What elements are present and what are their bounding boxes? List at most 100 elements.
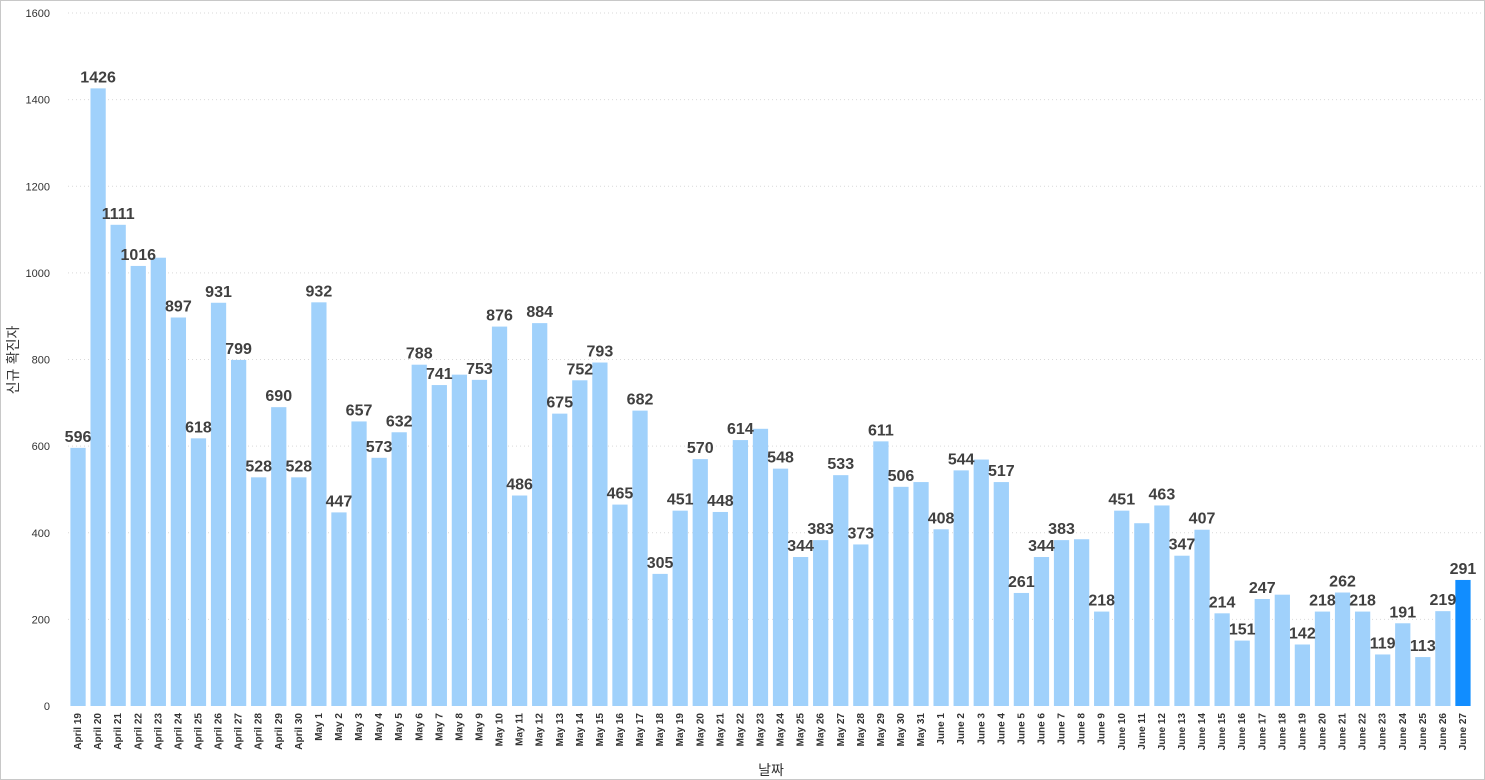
bar[interactable] (170, 317, 187, 706)
bar[interactable] (532, 323, 548, 706)
bar[interactable] (632, 410, 648, 706)
bar[interactable] (491, 326, 508, 706)
bar[interactable] (451, 374, 468, 706)
bar[interactable] (190, 438, 207, 706)
x-axis-ticks: April 19 April 20 April 21 April 22 April 23… (73, 713, 1469, 751)
bar[interactable] (1395, 623, 1411, 706)
bar[interactable] (612, 504, 628, 706)
bar[interactable] (692, 459, 708, 706)
bar[interactable] (311, 302, 327, 706)
bar[interactable] (70, 447, 86, 706)
y-tick-label: 800 (32, 355, 50, 367)
bar[interactable] (1194, 529, 1210, 706)
bar[interactable] (251, 477, 267, 706)
data-label: 219 (1430, 592, 1457, 609)
x-tick-label: June 2 (956, 713, 967, 745)
bar[interactable] (1274, 594, 1290, 706)
bar[interactable] (1214, 613, 1230, 706)
bar[interactable] (351, 421, 367, 706)
data-label: 407 (1189, 511, 1216, 528)
bar[interactable] (1174, 555, 1190, 706)
bar[interactable] (652, 573, 668, 706)
bar[interactable] (1234, 640, 1250, 706)
bar[interactable] (1254, 599, 1270, 706)
y-tick-label: 1600 (26, 8, 50, 20)
y-tick-label: 200 (32, 614, 50, 626)
bar[interactable] (1314, 611, 1331, 706)
bar[interactable] (130, 265, 146, 706)
x-tick-label: June 4 (996, 713, 1007, 745)
bar[interactable] (572, 380, 588, 706)
x-tick-label: May 26 (816, 713, 827, 747)
bar[interactable] (1354, 611, 1371, 706)
data-label: 408 (928, 510, 955, 527)
bar[interactable] (552, 413, 568, 706)
bar[interactable] (1053, 540, 1070, 706)
y-tick-label: 600 (32, 441, 50, 453)
data-label: 533 (827, 456, 854, 473)
bar[interactable] (993, 482, 1009, 706)
bar[interactable] (431, 385, 447, 706)
bar[interactable] (1375, 654, 1391, 706)
bar[interactable] (150, 257, 166, 706)
bar[interactable] (411, 364, 427, 706)
bar[interactable] (833, 475, 849, 706)
bar[interactable] (1154, 505, 1170, 706)
bar[interactable] (371, 457, 387, 706)
x-tick-label: May 27 (836, 713, 847, 747)
bar[interactable] (1114, 510, 1130, 706)
bar[interactable] (471, 379, 488, 706)
bar[interactable] (1073, 539, 1090, 706)
bar[interactable] (1033, 557, 1050, 706)
x-tick-label: June 7 (1057, 713, 1068, 745)
bar[interactable] (792, 557, 809, 706)
bar[interactable] (331, 512, 347, 706)
bar[interactable] (873, 441, 889, 706)
data-label: 528 (285, 458, 312, 475)
bar[interactable] (732, 440, 749, 706)
bar[interactable] (973, 459, 989, 706)
data-label: 1016 (120, 247, 156, 264)
data-label: 344 (1028, 538, 1055, 555)
bar[interactable] (853, 544, 869, 706)
x-tick-label: April 25 (193, 713, 204, 750)
bar[interactable] (1013, 592, 1030, 706)
bar[interactable] (1455, 579, 1471, 706)
x-tick-label: June 18 (1277, 713, 1288, 751)
x-tick-label: June 24 (1398, 713, 1409, 751)
x-tick-label: May 31 (916, 713, 927, 747)
data-label: 486 (506, 477, 533, 494)
bar[interactable] (592, 362, 608, 706)
bar[interactable] (230, 359, 247, 706)
bar[interactable] (511, 495, 528, 706)
bar[interactable] (1334, 592, 1351, 706)
bar[interactable] (813, 540, 829, 706)
bar[interactable] (291, 477, 307, 706)
bar[interactable] (1415, 657, 1431, 706)
bar[interactable] (772, 468, 789, 706)
bar[interactable] (1294, 644, 1311, 706)
x-tick-label: May 3 (354, 713, 365, 741)
bar[interactable] (752, 428, 769, 706)
bar[interactable] (1134, 523, 1150, 706)
x-tick-label: June 17 (1257, 713, 1268, 751)
bar[interactable] (712, 511, 728, 706)
bar[interactable] (933, 529, 949, 706)
x-tick-label: May 18 (655, 713, 666, 747)
bar[interactable] (893, 486, 909, 706)
x-tick-label: May 24 (776, 713, 787, 747)
bar[interactable] (913, 482, 929, 706)
bar[interactable] (953, 470, 969, 706)
y-tick-label: 0 (44, 701, 50, 713)
bar[interactable] (90, 88, 106, 706)
x-tick-label: April 20 (93, 713, 104, 750)
bar[interactable] (210, 302, 227, 706)
bar[interactable] (672, 510, 688, 706)
bar[interactable] (271, 407, 287, 706)
bar[interactable] (391, 432, 407, 706)
bar[interactable] (110, 224, 126, 706)
bar[interactable] (1094, 611, 1110, 706)
bar[interactable] (1435, 611, 1451, 706)
data-label: 465 (607, 486, 634, 503)
data-label: 596 (65, 429, 92, 446)
